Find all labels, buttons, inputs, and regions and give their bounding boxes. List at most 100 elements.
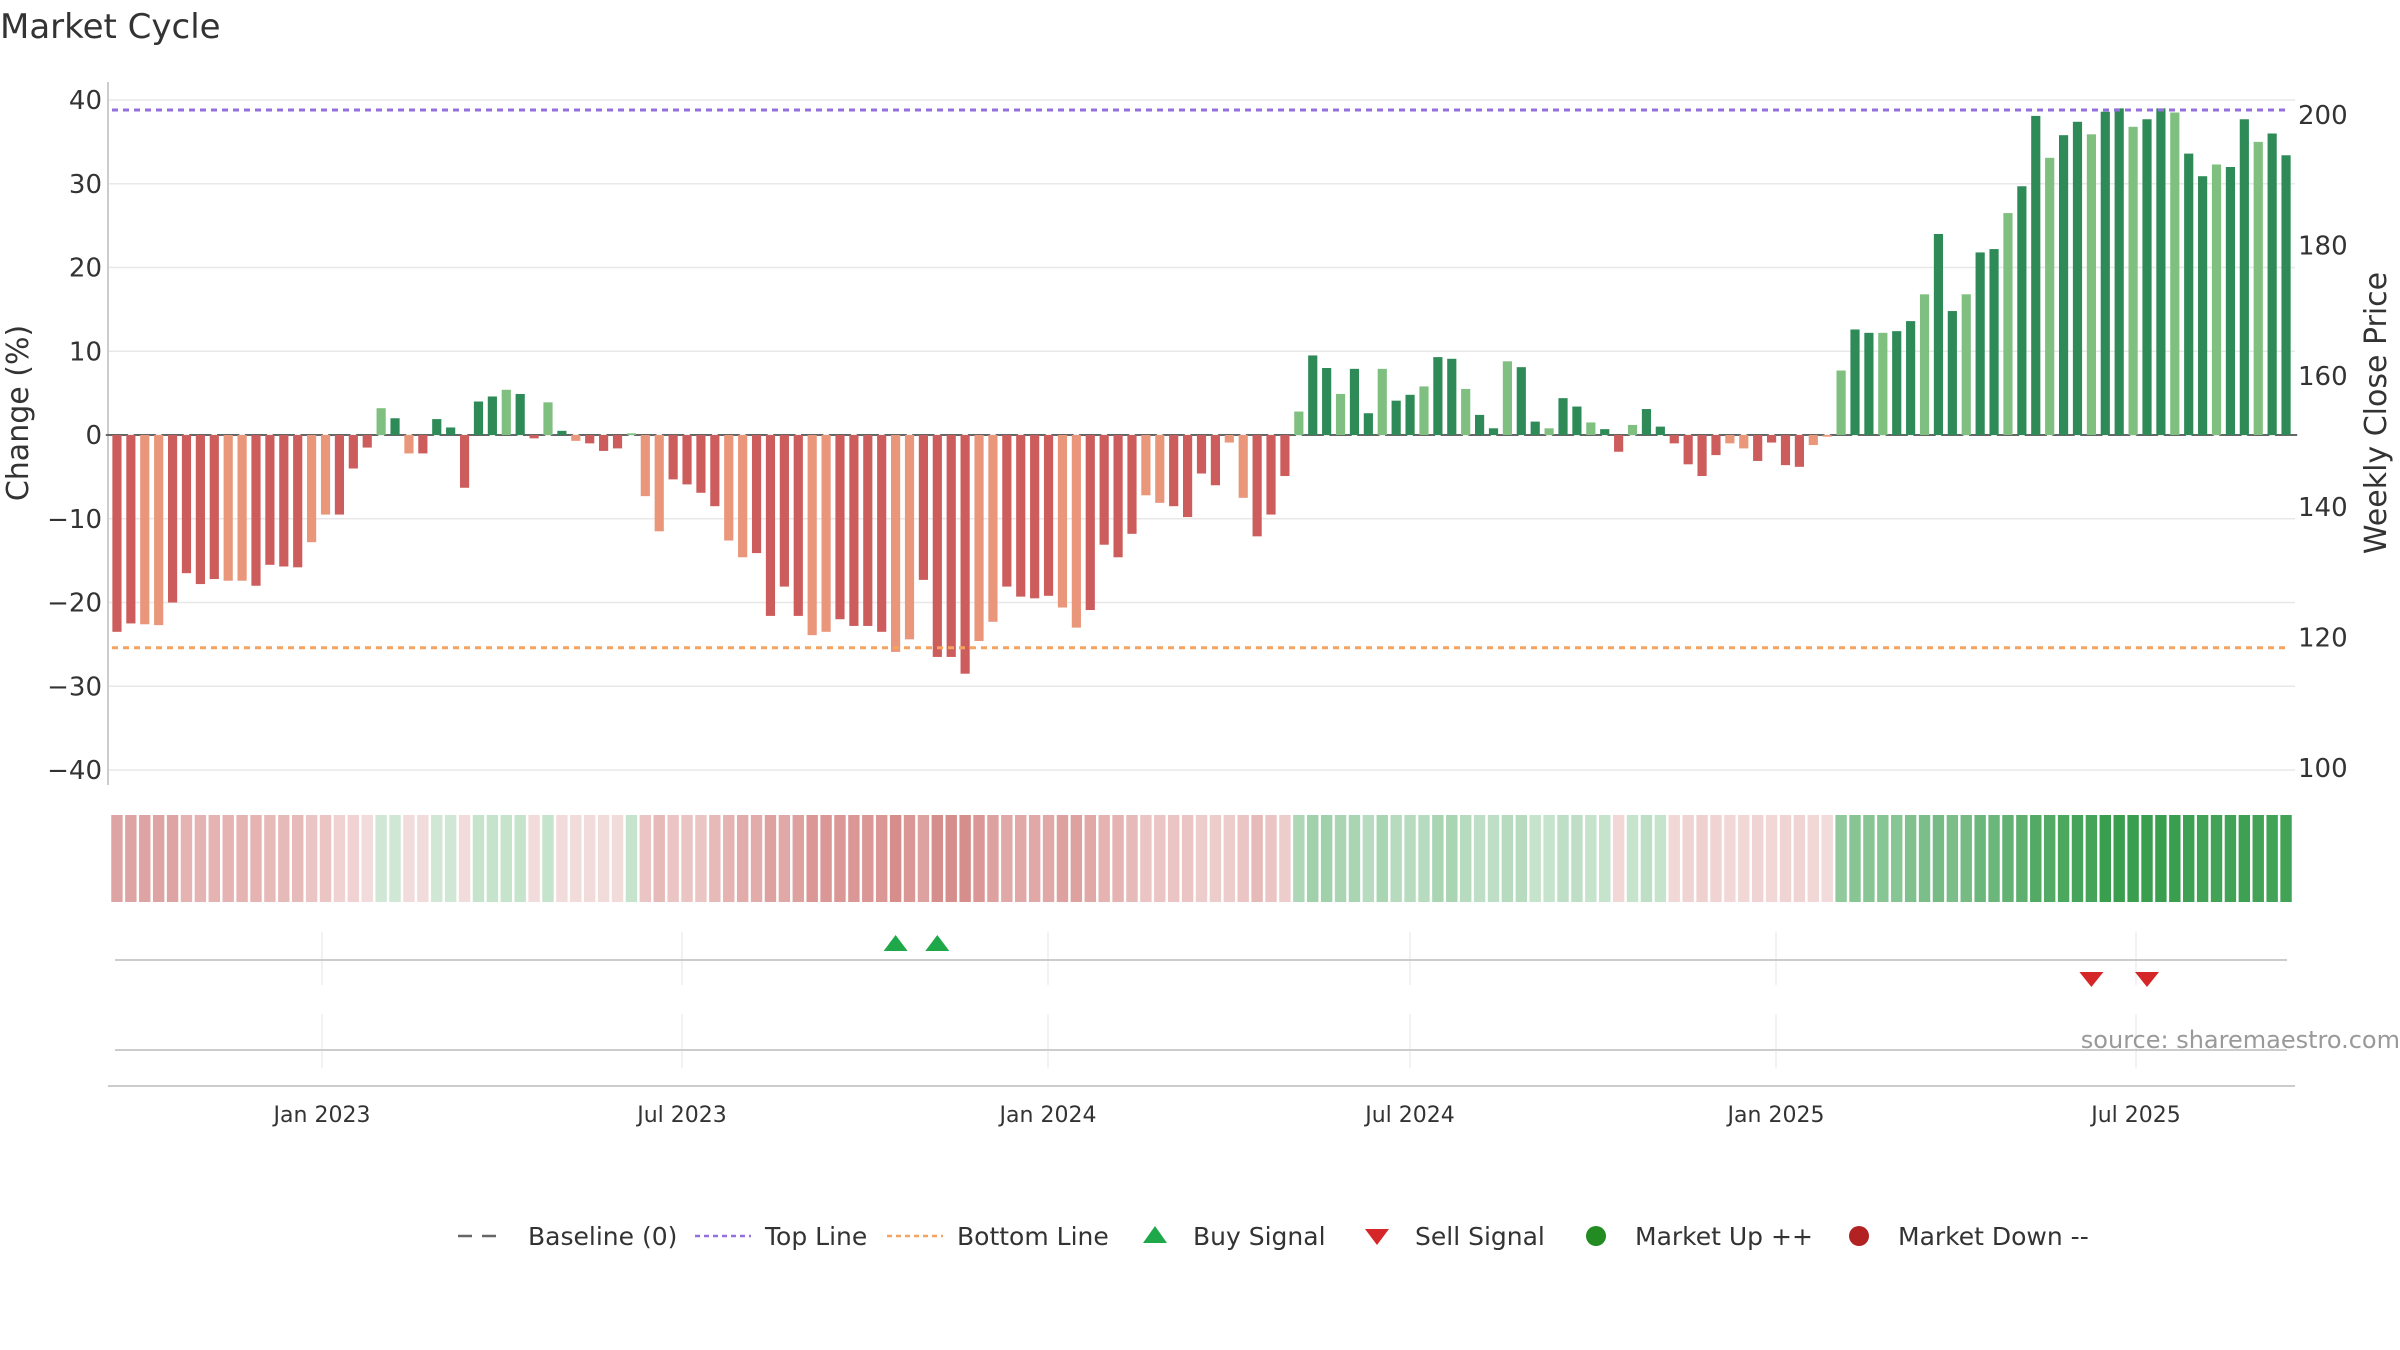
bar <box>1043 435 1054 596</box>
bar <box>1794 435 1804 467</box>
regime-cell <box>1181 815 1194 902</box>
date-tick-label: Jul 2023 <box>635 1103 727 1128</box>
bar <box>1196 435 1207 474</box>
regime-cell <box>1348 815 1361 902</box>
bar <box>1947 311 1957 435</box>
regime-cell <box>903 815 916 902</box>
bar <box>2267 133 2277 435</box>
bar <box>1614 435 1624 452</box>
regime-cell <box>1237 815 1249 902</box>
regime-cell <box>2183 815 2195 902</box>
legend: Baseline (0) Top Line Bottom Line Buy Signa… <box>458 1222 2089 1251</box>
bar <box>557 430 567 435</box>
bar <box>1753 435 1763 461</box>
bar <box>1892 331 1902 435</box>
regime-cell <box>695 815 707 902</box>
bar <box>1627 424 1638 435</box>
bar <box>765 435 776 616</box>
regime-cell <box>1334 815 1347 902</box>
regime-cell <box>1320 815 1333 902</box>
bar <box>751 435 762 554</box>
bar <box>1155 435 1165 503</box>
regime-cell <box>2071 815 2084 902</box>
regime-cell <box>1154 815 1166 902</box>
bar <box>1363 413 1373 435</box>
regime-cell <box>778 815 791 902</box>
buy-signal-marker <box>925 935 950 951</box>
y-tick-label: −30 <box>47 672 102 702</box>
bar <box>863 435 873 626</box>
regime-cell <box>1390 815 1402 902</box>
bar <box>223 435 233 581</box>
bar <box>682 435 692 485</box>
bar <box>446 427 456 435</box>
bar <box>543 402 553 435</box>
bar <box>1572 406 1582 435</box>
date-tick-label: Jan 2025 <box>1726 1103 1825 1128</box>
bar <box>195 435 205 585</box>
bar <box>1280 435 1290 477</box>
bar <box>348 435 358 469</box>
regime-cell <box>1807 815 1819 902</box>
bar <box>112 435 122 632</box>
buy-signal-marker <box>883 935 908 951</box>
regime-cell <box>764 815 777 902</box>
regime-cell <box>1612 815 1625 902</box>
bar <box>1405 394 1415 435</box>
regime-cell <box>1626 815 1639 902</box>
bar <box>126 435 136 624</box>
bar <box>459 435 470 488</box>
regime-cell <box>1765 815 1778 902</box>
bar <box>807 435 817 636</box>
regime-cell <box>625 815 638 902</box>
bar <box>1447 358 1457 435</box>
regime-cell <box>1585 815 1597 902</box>
regime-cell <box>862 815 874 902</box>
bar <box>237 435 247 581</box>
regime-cell <box>1640 815 1653 902</box>
bar <box>1919 294 1930 435</box>
regime-cell <box>806 815 818 902</box>
regime-cell <box>1265 815 1277 902</box>
regime-cell <box>1863 815 1875 902</box>
bar <box>738 435 748 558</box>
y-tick-label: 10 <box>69 337 102 367</box>
bar <box>1711 435 1721 456</box>
regime-cell <box>2057 815 2070 902</box>
bar <box>1697 435 1707 477</box>
bar <box>599 435 609 451</box>
bar <box>1127 435 1137 534</box>
bar <box>251 435 261 586</box>
bar <box>1933 234 1944 435</box>
regime-cell <box>305 815 318 902</box>
legend-label: Bottom Line <box>957 1222 1109 1251</box>
bar <box>849 435 859 626</box>
regime-cell <box>834 815 846 902</box>
bar <box>1266 435 1276 515</box>
legend-item-up: Market Up ++ <box>1586 1222 1813 1251</box>
regime-cell <box>2002 815 2014 902</box>
bar <box>1683 435 1693 465</box>
bar <box>696 435 706 493</box>
regime-cell <box>875 815 888 902</box>
regime-cell <box>2113 815 2125 902</box>
date-tick-label: Jan 2024 <box>998 1103 1097 1128</box>
bar <box>2170 112 2180 435</box>
legend-item-top: Top Line <box>695 1222 867 1251</box>
regime-cell <box>2238 815 2251 902</box>
regime-cell <box>1209 815 1222 902</box>
regime-cell <box>194 815 207 902</box>
source-note: source: sharemaestro.com <box>2081 1026 2400 1054</box>
regime-cell <box>1599 815 1611 902</box>
regime-cell <box>1376 815 1388 902</box>
regime-cell <box>1710 815 1722 902</box>
regime-cell <box>1904 815 1917 902</box>
bar <box>473 401 484 435</box>
y2-tick-label: 100 <box>2298 754 2348 784</box>
date-tick-label: Jul 2025 <box>2089 1103 2181 1128</box>
regime-cell <box>166 815 179 902</box>
regime-cell <box>1988 815 2000 902</box>
y2-tick-label: 160 <box>2298 362 2348 392</box>
bar <box>1586 422 1596 435</box>
